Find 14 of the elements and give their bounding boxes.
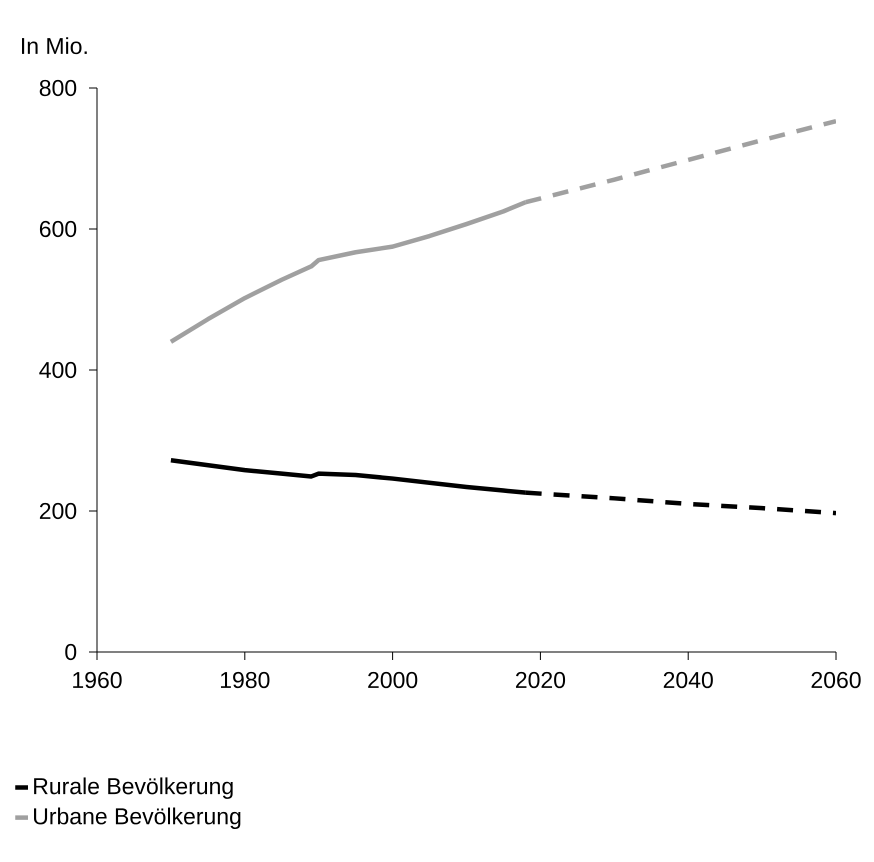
x-tick-label: 1960 [73, 672, 122, 688]
legend-label: Rurale Bevölkerung [34, 777, 233, 799]
x-tick-label: 2020 [516, 672, 566, 688]
y-tick-label: 400 [39, 362, 76, 378]
y-tick-label: 0 [65, 644, 76, 660]
x-tick-label: 1980 [220, 672, 270, 688]
y-tick-label: 200 [40, 502, 76, 520]
y-tick-label: 600 [40, 220, 76, 238]
legend-label: Urbane Bevölkerung [34, 808, 240, 829]
y-axis-title: In Mio. [22, 37, 87, 54]
x-tick-label: 2040 [664, 672, 713, 688]
y-tick-label: 800 [40, 80, 76, 96]
x-tick-label: 2000 [368, 672, 418, 688]
x-tick-label: 2060 [812, 672, 861, 688]
